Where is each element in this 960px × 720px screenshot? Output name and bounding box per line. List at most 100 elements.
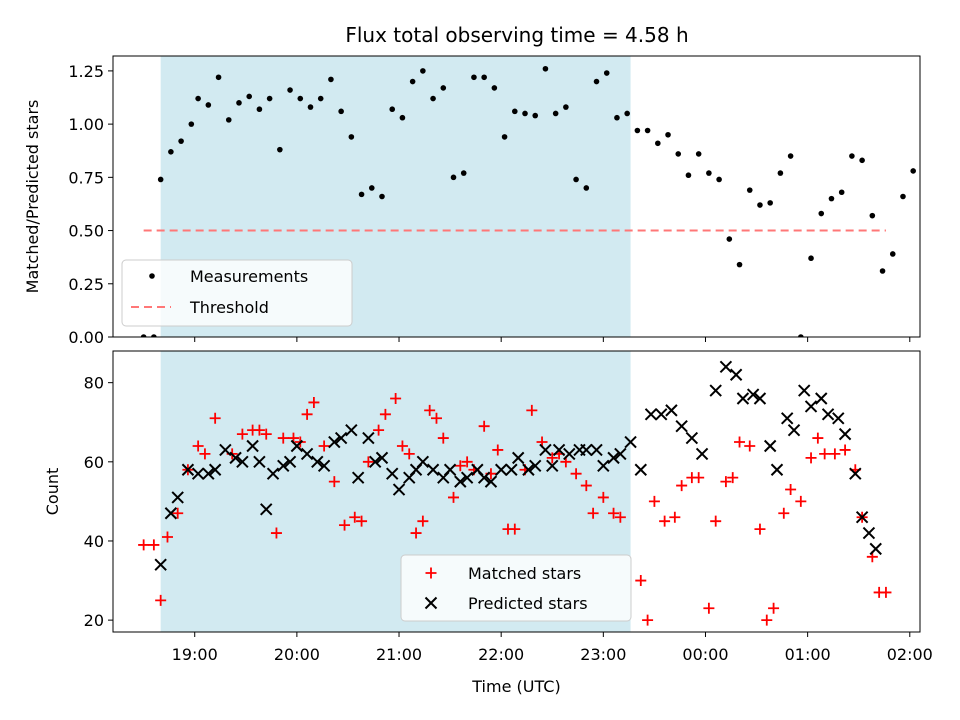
legend-box	[400, 554, 632, 622]
predicted-star-point	[266, 467, 280, 480]
measurement-point	[828, 195, 835, 202]
predicted-star-point	[849, 467, 862, 480]
measurement-point	[910, 168, 916, 174]
matched-star-point	[301, 408, 313, 420]
legend-predicted-marker	[424, 596, 438, 610]
matched-star-point	[308, 396, 320, 408]
predicted-star-point	[709, 384, 722, 397]
matched-star-point	[768, 602, 780, 614]
legend-box	[121, 259, 353, 327]
measurement-point	[215, 74, 222, 81]
xtick-label: 00:00	[682, 645, 728, 664]
matched-star-point	[580, 480, 592, 492]
predicted-star-point	[208, 463, 222, 476]
legend-measurement-marker	[149, 273, 155, 279]
top-ytick-label: 1.00	[68, 115, 104, 134]
matched-star-point	[608, 507, 620, 519]
matched-star-point	[635, 575, 647, 587]
matched-star-point	[744, 440, 756, 452]
measurement-point	[178, 138, 184, 144]
matched-star-point	[812, 432, 824, 444]
measurement-point	[450, 174, 457, 181]
measurement-point	[665, 131, 671, 138]
predicted-star-point	[164, 507, 178, 520]
measurement-point	[706, 170, 712, 176]
matched-star-point	[253, 424, 265, 436]
top-series-0	[140, 65, 916, 337]
measurement-point	[767, 200, 773, 206]
legend-threshold-label: Threshold	[189, 298, 269, 317]
matched-star-point	[430, 412, 442, 424]
predicted-star-point	[729, 368, 743, 381]
measurement-point	[583, 185, 590, 191]
matched-star-point	[417, 515, 429, 527]
measurement-point	[266, 95, 273, 102]
predicted-star-point	[838, 427, 852, 441]
matched-star-point	[693, 472, 705, 484]
measurement-point	[634, 127, 641, 134]
predicted-star-point	[780, 412, 794, 425]
matched-star-point	[461, 456, 473, 468]
measurement-point	[338, 108, 344, 115]
matched-star-point	[349, 511, 361, 523]
matched-star-point	[448, 491, 460, 503]
measurement-point	[157, 176, 164, 183]
predicted-star-point	[191, 467, 205, 480]
measurement-point	[317, 95, 324, 102]
predicted-star-point	[815, 392, 828, 405]
matched-star-point	[260, 428, 272, 440]
measurement-point	[787, 153, 794, 159]
predicted-star-point	[665, 404, 678, 417]
measurement-point	[552, 110, 559, 117]
xtick-label: 02:00	[887, 645, 933, 664]
matched-star-point	[410, 527, 422, 539]
measurement-point	[297, 95, 304, 102]
predicted-star-point	[494, 463, 508, 476]
xtick-label: 01:00	[785, 645, 831, 664]
bottom-ytick-label: 60	[84, 453, 104, 472]
predicted-star-point	[219, 443, 232, 457]
predicted-star-point	[362, 431, 375, 445]
predicted-star-point	[300, 447, 314, 461]
matched-star-point	[148, 539, 160, 551]
measurement-point	[140, 334, 147, 337]
matched-star-point	[597, 491, 609, 503]
measurement-point	[889, 251, 896, 257]
matched-star-point	[339, 519, 351, 531]
predicted-star-point	[614, 447, 627, 461]
matched-star-point	[356, 515, 368, 527]
matched-star-point	[880, 586, 892, 598]
predicted-star-point	[328, 435, 341, 449]
predicted-star-point	[546, 459, 559, 472]
predicted-star-point	[590, 443, 603, 457]
predicted-star-point	[334, 431, 348, 445]
predicted-star-point	[416, 455, 430, 469]
top-ytick-label: 0.00	[68, 328, 104, 347]
measurement-point	[225, 117, 232, 123]
matched-star-point	[669, 511, 681, 523]
measurement-point	[522, 110, 528, 117]
predicted-star-point	[351, 471, 365, 484]
matched-star-point	[587, 507, 599, 519]
matched-star-point	[161, 531, 173, 543]
top-legend: Measurements Threshold	[121, 259, 353, 327]
matched-star-point	[199, 448, 211, 460]
predicted-star-point	[746, 388, 760, 401]
measurement-point	[430, 95, 436, 102]
measurement-point	[205, 102, 212, 108]
predicted-star-point	[154, 558, 167, 571]
matched-star-point	[236, 428, 248, 440]
measurement-point	[389, 106, 396, 113]
measurement-point	[655, 140, 661, 147]
measurement-point	[256, 106, 263, 113]
measurement-point	[420, 68, 426, 74]
measurement-point	[151, 334, 157, 337]
legend-predicted-label: Predicted stars	[468, 594, 588, 613]
matched-star-point	[829, 448, 841, 460]
measurement-point	[563, 104, 569, 110]
predicted-star-point	[253, 455, 266, 469]
measurement-point	[532, 112, 539, 119]
predicted-star-point	[798, 384, 811, 397]
matched-star-point	[819, 448, 831, 460]
legend-measurements-label: Measurements	[190, 267, 308, 286]
